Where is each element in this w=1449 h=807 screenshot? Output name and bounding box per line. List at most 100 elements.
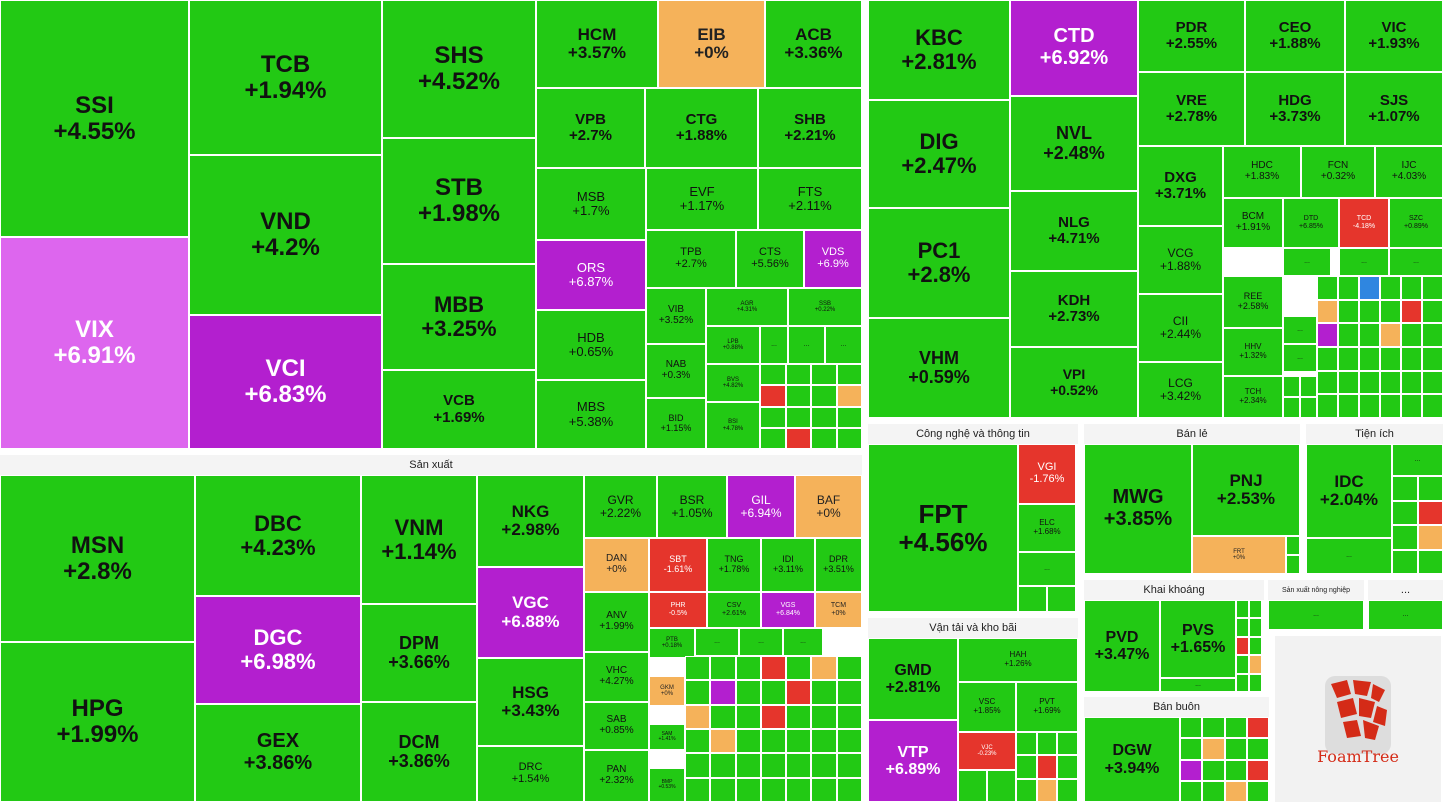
stock-tile-idi[interactable]: IDI +3.11% [761, 538, 815, 592]
stock-tile-cii[interactable]: CII +2.44% [1138, 294, 1223, 362]
stock-tile-vjc[interactable]: VJC -0.23% [958, 732, 1016, 770]
stock-tile-idc[interactable]: IDC +2.04% [1306, 444, 1392, 538]
small-stock-tile[interactable] [1401, 276, 1422, 300]
small-stock-tile[interactable] [1401, 370, 1422, 395]
stock-tile-bmp[interactable]: BMP +0.53% [649, 768, 685, 802]
small-stock-tile[interactable] [836, 385, 862, 407]
more-tile[interactable]: ... [1389, 248, 1443, 276]
small-stock-tile[interactable] [685, 704, 711, 729]
stock-tile-vic[interactable]: VIC +1.93% [1345, 0, 1443, 72]
small-stock-tile[interactable] [811, 729, 837, 754]
stock-tile-fts[interactable]: FTS +2.11% [758, 168, 862, 230]
small-stock-tile[interactable] [836, 680, 862, 705]
stock-tile-msn[interactable]: MSN +2.8% [0, 475, 195, 642]
stock-tile-gmd[interactable]: GMD +2.81% [868, 638, 958, 720]
stock-tile-vhm[interactable]: VHM +0.59% [868, 318, 1010, 418]
small-stock-tile[interactable] [1016, 778, 1037, 802]
stock-tile-dbc[interactable]: DBC +4.23% [195, 475, 361, 596]
small-stock-tile[interactable] [1317, 370, 1338, 395]
stock-tile-vci[interactable]: VCI +6.83% [189, 315, 382, 449]
small-stock-tile[interactable] [735, 704, 761, 729]
small-stock-tile[interactable] [1417, 500, 1443, 525]
small-stock-tile[interactable] [1224, 780, 1247, 802]
stock-tile-vnd[interactable]: VND +4.2% [189, 155, 382, 315]
stock-tile-nab[interactable]: NAB +0.3% [646, 344, 706, 398]
stock-tile-bcm[interactable]: BCM +1.91% [1223, 198, 1283, 248]
sector-label-ti[interactable]: Tiện ích [1306, 424, 1443, 444]
stock-tile-acb[interactable]: ACB +3.36% [765, 0, 862, 88]
stock-tile-dgw[interactable]: DGW +3.94% [1084, 717, 1180, 802]
stock-tile-vtp[interactable]: VTP +6.89% [868, 720, 958, 802]
stock-tile-dpr[interactable]: DPR +3.51% [815, 538, 862, 592]
small-stock-tile[interactable] [1076, 444, 1078, 446]
small-stock-tile[interactable] [1359, 394, 1380, 418]
small-stock-tile[interactable] [735, 753, 761, 778]
small-stock-tile[interactable] [1249, 673, 1262, 692]
small-stock-tile[interactable] [1180, 717, 1203, 739]
small-stock-tile[interactable] [1057, 732, 1078, 756]
small-stock-tile[interactable] [836, 364, 862, 386]
small-stock-tile[interactable] [710, 656, 736, 681]
stock-tile-hpg[interactable]: HPG +1.99% [0, 642, 195, 802]
stock-tile-hhv[interactable]: HHV +1.32% [1223, 328, 1283, 376]
small-stock-tile[interactable] [785, 385, 811, 407]
small-stock-tile[interactable] [710, 753, 736, 778]
stock-tile-pc1[interactable]: PC1 +2.8% [868, 208, 1010, 318]
small-stock-tile[interactable] [811, 704, 837, 729]
stock-tile-ssi[interactable]: SSI +4.55% [0, 0, 189, 237]
small-stock-tile[interactable] [760, 704, 787, 729]
small-stock-tile[interactable] [1417, 549, 1443, 574]
small-stock-tile[interactable] [760, 406, 786, 428]
stock-tile-vpi[interactable]: VPI +0.52% [1010, 347, 1138, 418]
small-stock-tile[interactable] [1338, 299, 1359, 324]
more-tile[interactable]: ... [1283, 344, 1317, 372]
small-stock-tile[interactable] [1016, 732, 1037, 756]
small-stock-tile[interactable] [1338, 276, 1359, 300]
small-stock-tile[interactable] [1380, 276, 1401, 300]
stock-tile-drc[interactable]: DRC +1.54% [477, 746, 584, 802]
small-stock-tile[interactable] [786, 753, 812, 778]
stock-tile-dpm[interactable]: DPM +3.66% [361, 604, 477, 702]
small-stock-tile[interactable] [1317, 323, 1338, 347]
small-stock-tile[interactable] [786, 680, 812, 705]
stock-tile-baf[interactable]: BAF +0% [795, 475, 862, 538]
stock-tile-vhc[interactable]: VHC +4.27% [584, 652, 649, 702]
small-stock-tile[interactable] [1283, 397, 1300, 418]
small-stock-tile[interactable] [710, 704, 736, 729]
stock-tile-sam[interactable]: SAM +1.41% [649, 724, 685, 750]
small-stock-tile[interactable] [811, 753, 837, 778]
small-stock-tile[interactable] [685, 777, 711, 802]
stock-tile-tcd[interactable]: TCD -4.18% [1339, 198, 1389, 248]
stock-tile-lcg[interactable]: LCG +3.42% [1138, 362, 1223, 418]
small-stock-tile[interactable] [1380, 394, 1401, 418]
stock-tile-dcm[interactable]: DCM +3.86% [361, 702, 477, 802]
stock-tile-pdr[interactable]: PDR +2.55% [1138, 0, 1245, 72]
small-stock-tile[interactable] [786, 656, 812, 681]
more-tile[interactable]: ... [783, 628, 823, 656]
small-stock-tile[interactable] [1286, 536, 1300, 555]
small-stock-tile[interactable] [1380, 370, 1401, 395]
small-stock-tile[interactable] [1036, 732, 1058, 756]
stock-tile-tpb[interactable]: TPB +2.7% [646, 230, 736, 288]
stock-tile-lpb[interactable]: LPB +0.88% [706, 326, 760, 364]
small-stock-tile[interactable] [760, 729, 787, 754]
stock-tile-tng[interactable]: TNG +1.78% [707, 538, 761, 592]
stock-tile-evf[interactable]: EVF +1.17% [646, 168, 758, 230]
stock-tile-pvt[interactable]: PVT +1.69% [1016, 682, 1078, 732]
small-stock-tile[interactable] [1047, 586, 1076, 612]
stock-tile-bvs[interactable]: BVS +4.82% [706, 364, 760, 402]
small-stock-tile[interactable] [760, 385, 786, 407]
small-stock-tile[interactable] [786, 704, 812, 729]
small-stock-tile[interactable] [786, 777, 812, 802]
small-stock-tile[interactable] [836, 729, 862, 754]
small-stock-tile[interactable] [1036, 755, 1058, 779]
small-stock-tile[interactable] [1359, 276, 1380, 300]
stock-tile-szc[interactable]: SZC +0.89% [1389, 198, 1443, 248]
sector-label-cn[interactable]: Công nghệ và thông tin [868, 424, 1078, 444]
small-stock-tile[interactable] [1422, 299, 1443, 324]
stock-tile-eib[interactable]: EIB +0% [658, 0, 765, 88]
stock-tile-ors[interactable]: ORS +6.87% [536, 240, 646, 310]
small-stock-tile[interactable] [760, 427, 786, 449]
more-tile[interactable]: ... [739, 628, 783, 656]
small-stock-tile[interactable] [811, 406, 837, 428]
